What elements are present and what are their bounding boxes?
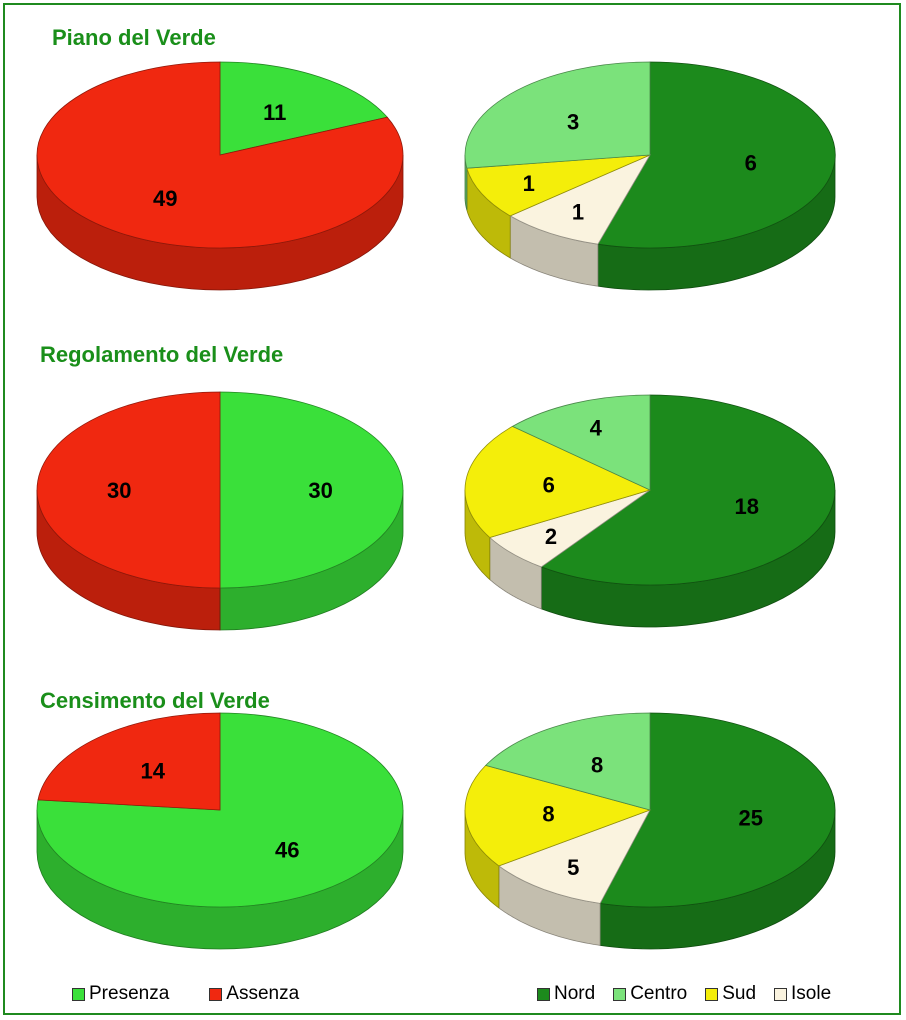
legend-swatch-presenza: [72, 987, 85, 1001]
pie-slice-centro: [511, 394, 651, 491]
pie-chart-4: 46 14: [36, 712, 404, 950]
title-piano-del-verde: Piano del Verde: [52, 25, 216, 50]
pie-slice-centro: [464, 61, 651, 169]
legend-swatch-nord: [537, 987, 550, 1001]
pie-value-label-isole: 2: [545, 524, 557, 549]
legend-label-nord: Nord: [554, 983, 596, 1004]
pie-value-label-presenza: 46: [275, 838, 299, 863]
pie-slice-centro: [484, 712, 651, 811]
pie-chart-2: 30 30: [36, 391, 404, 631]
pie-slice-sud: [464, 425, 652, 538]
pie-value-label-isole: 5: [567, 855, 579, 880]
pie-slice-sud: [466, 154, 651, 217]
pie-value-label-assenza: 49: [153, 186, 177, 211]
pie-slice-assenza: [36, 61, 404, 249]
pie-value-label-nord: 25: [739, 805, 763, 830]
pie-slice-presenza: [219, 391, 404, 589]
pie-chart-0: 11 49: [36, 61, 404, 291]
pie-value-label-sud: 1: [523, 171, 535, 196]
legend-label-centro: Centro: [630, 983, 688, 1004]
legend-label-sud: Sud: [722, 983, 757, 1004]
pie-value-label-presenza: 30: [308, 478, 332, 503]
legend-label-presenza: Presenza: [89, 983, 170, 1004]
legend-item-assenza: Assenza: [209, 983, 299, 1005]
legend-item-isole: Isole: [774, 983, 831, 1005]
pie-chart-5: 25 5 8 8: [464, 712, 836, 950]
legend-presence: Presenza Assenza: [72, 983, 299, 1005]
pie-slice-sud: [464, 764, 652, 867]
legend-regions: Nord Centro Sud Isole: [537, 983, 831, 1005]
pie-value-label-isole: 1: [572, 199, 584, 224]
legend-swatch-sud: [705, 987, 719, 1001]
pie-slice-presenza: [219, 61, 388, 156]
pie-slice-nord: [597, 61, 836, 249]
legend-item-presenza: Presenza: [72, 983, 169, 1005]
pie-slice-assenza: [36, 391, 221, 589]
pie-value-label-sud: 6: [543, 473, 555, 498]
legend-swatch-isole: [774, 987, 788, 1001]
chart-frame: [3, 3, 901, 1015]
pie-value-label-sud: 8: [542, 802, 554, 827]
legend-swatch-centro: [613, 987, 627, 1001]
legend-item-nord: Nord: [537, 983, 595, 1005]
pie-slice-nord: [540, 394, 836, 586]
pie-value-label-nord: 6: [745, 150, 757, 175]
pie-value-label-assenza: 30: [107, 478, 131, 503]
pie-slice-isole: [498, 809, 651, 904]
legend-label-assenza: Assenza: [226, 983, 300, 1004]
pie-chart-1: 6 1 1 3: [464, 61, 836, 291]
legend-item-sud: Sud: [705, 983, 756, 1005]
pie-slice-assenza: [37, 712, 221, 811]
pie-value-label-presenza: 11: [263, 100, 286, 125]
pie-slice-nord: [599, 712, 836, 908]
pie-chart-3: 18 2 6 4: [464, 394, 836, 628]
title-censimento-del-verde: Censimento del Verde: [40, 688, 270, 713]
pie-value-label-nord: 18: [735, 494, 759, 519]
pie-value-label-centro: 4: [590, 416, 603, 441]
legend-label-isole: Isole: [791, 983, 832, 1004]
pie-slice-isole: [509, 154, 651, 245]
title-regolamento-del-verde: Regolamento del Verde: [40, 342, 284, 367]
pie-value-label-assenza: 14: [140, 758, 165, 783]
legend-item-centro: Centro: [613, 983, 687, 1005]
pie-value-label-centro: 3: [567, 110, 579, 135]
pie-value-label-centro: 8: [591, 752, 603, 777]
legend-swatch-assenza: [209, 987, 223, 1001]
